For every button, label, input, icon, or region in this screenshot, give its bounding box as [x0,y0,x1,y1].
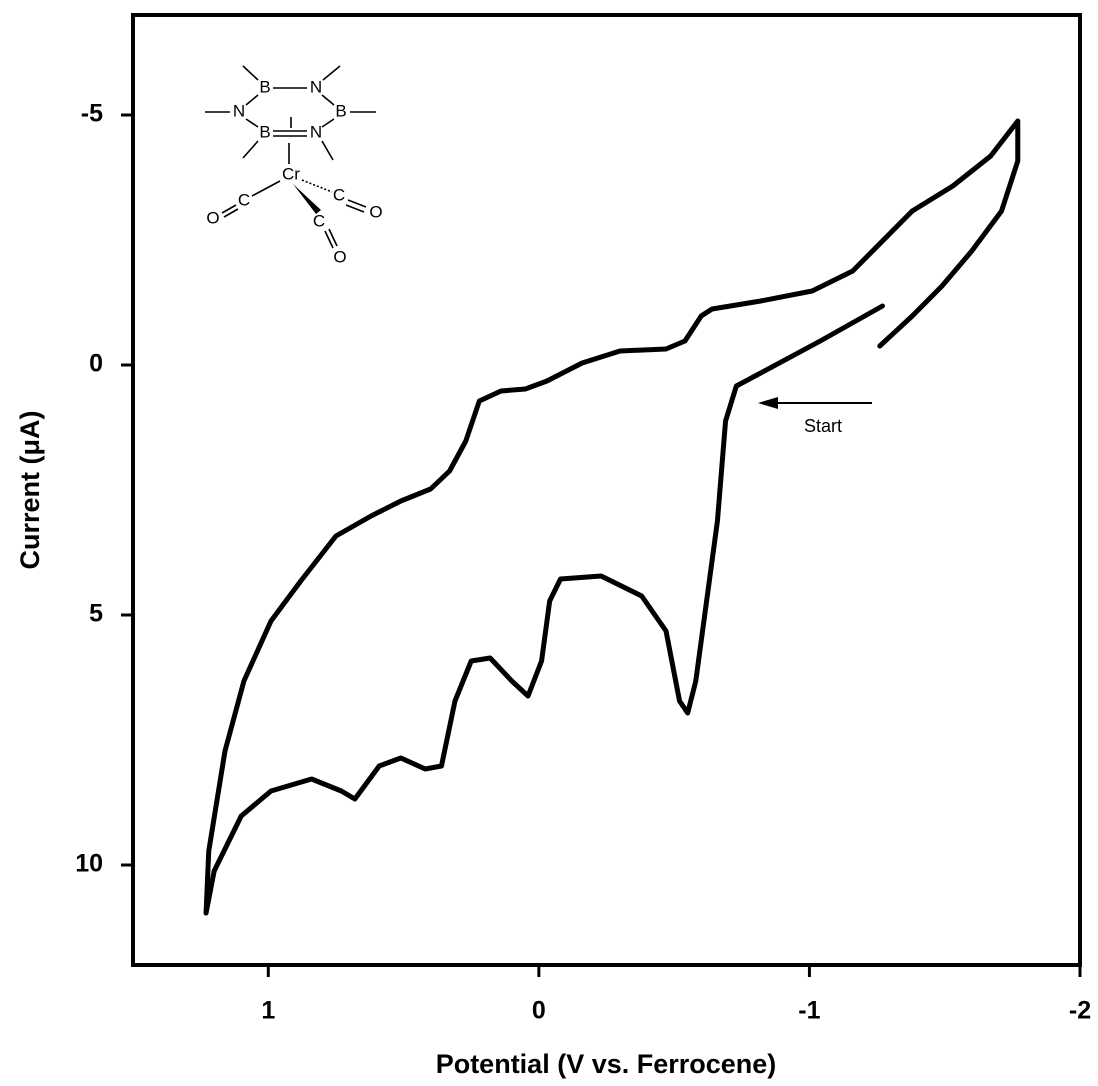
atom-label: B [259,77,270,96]
bond [321,118,335,128]
x-tick-label: -2 [1069,997,1091,1025]
cv-curve [203,118,1021,916]
start-arrowhead [758,397,778,409]
bond [347,199,367,208]
bond [322,65,341,81]
structure [205,65,376,249]
y-tick-label: 5 [89,600,103,628]
bond [321,140,334,161]
bond [321,94,335,106]
y-tick-label: -5 [81,100,103,128]
x-tick-label: -1 [798,997,820,1025]
atom-label: B [335,101,346,120]
plot-frame [131,13,1082,967]
atom-label: C [238,190,250,209]
atom-label: O [333,247,346,266]
atom-label: B [259,122,270,141]
annotation: Start [804,416,842,436]
x-tick-label: 0 [532,997,546,1025]
bond [324,230,334,249]
bond [245,118,259,128]
bond [242,65,259,81]
bond [293,184,321,214]
bond [328,228,338,247]
atom-label: O [369,202,382,221]
atom-label: Cr [282,164,300,183]
x-axis-title: Potential (V vs. Ferrocene) [436,1049,777,1079]
bond [251,180,281,197]
y-tick-label: 0 [89,350,103,378]
atom-label: N [310,77,322,96]
bond [245,94,259,106]
bond [242,140,259,159]
atom-label: C [333,185,345,204]
bond [221,204,237,214]
atom-label: N [233,101,245,120]
bond [223,208,239,218]
atom-label: N [310,122,322,141]
bond [301,179,333,193]
atom-label: C [313,211,325,230]
atom-label: O [206,208,219,227]
y-axis-title: Current (μA) [15,410,45,569]
bond [345,204,365,213]
x-tick-label: 1 [261,997,275,1025]
y-tick-label: 10 [75,850,103,878]
